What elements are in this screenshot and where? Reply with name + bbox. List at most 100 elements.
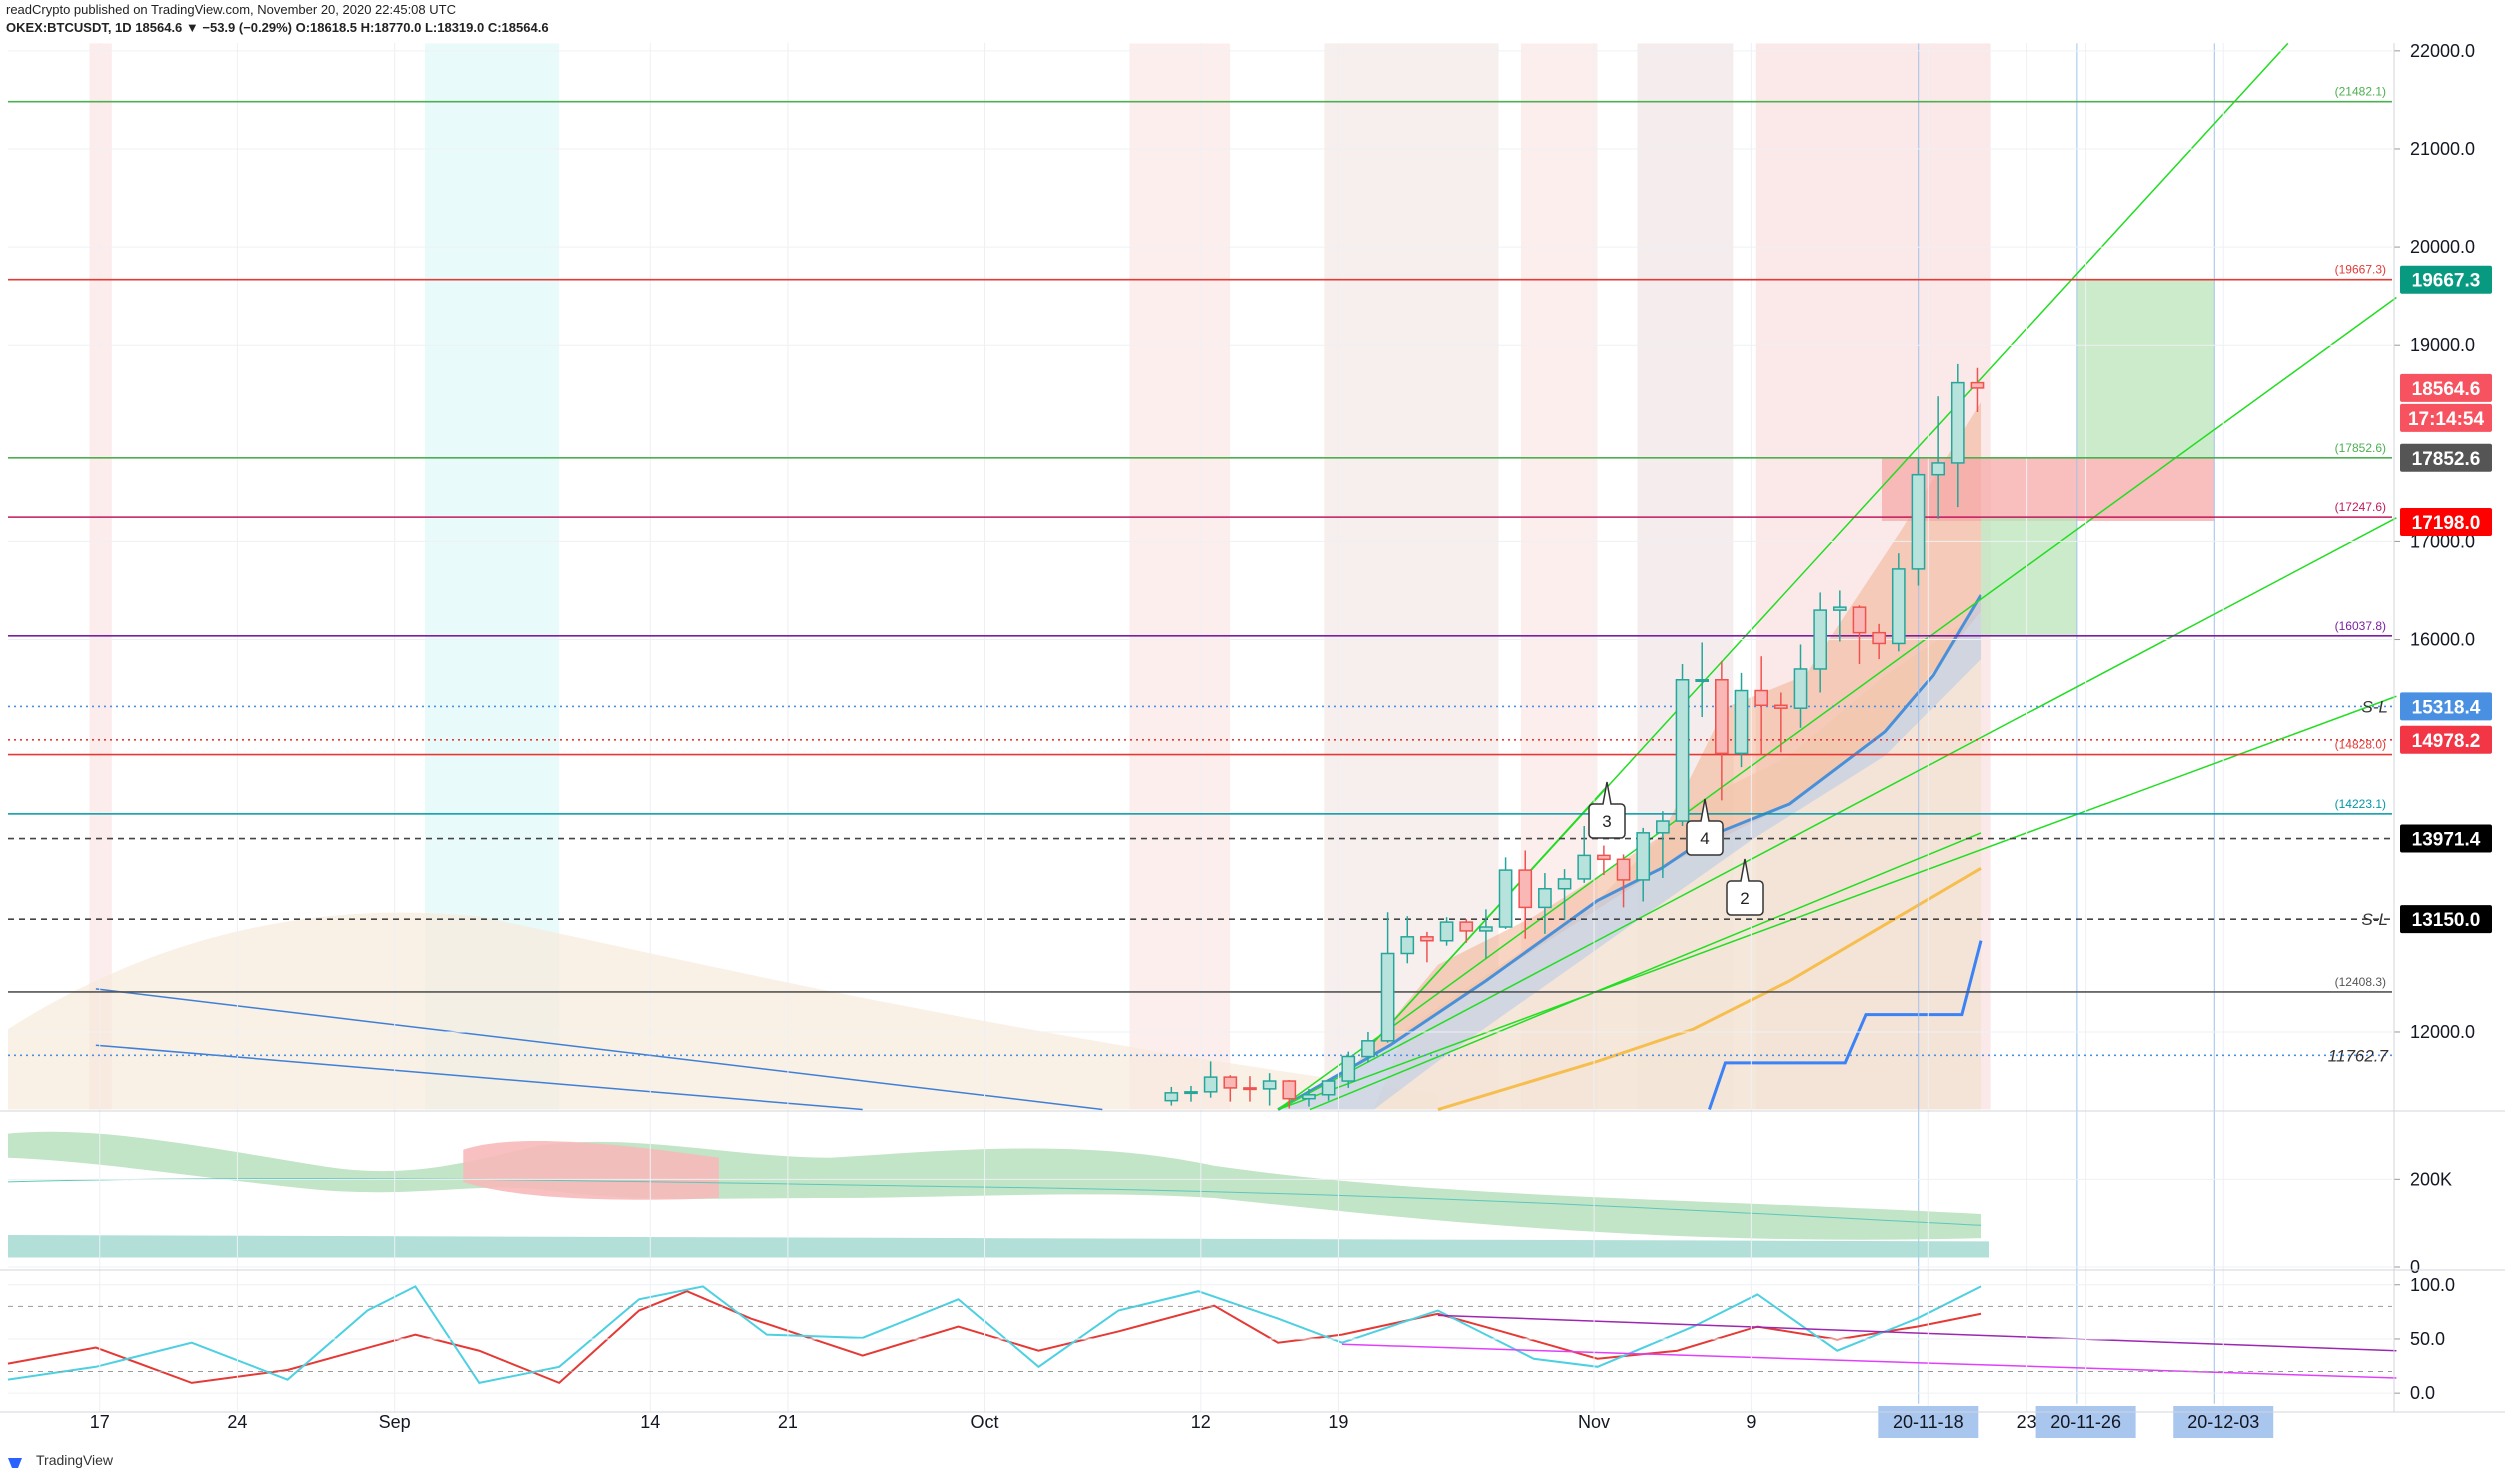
publisher: readCrypto published on TradingView.com,… (6, 2, 456, 17)
candle-body (1872, 631, 1886, 645)
candle-body (1636, 832, 1651, 881)
candle-body (1656, 820, 1670, 834)
candle-body (1538, 887, 1552, 909)
candle-body (1243, 1087, 1257, 1091)
wave-label: 4 (1700, 829, 1709, 848)
candle-body (1262, 1080, 1277, 1090)
y-tick-label: 22000.0 (2410, 41, 2475, 61)
x-tick-label: Oct (971, 1412, 999, 1432)
candle-body (1734, 689, 1749, 755)
fan-line (1278, 297, 2396, 1109)
x-tick-label: 20-12-03 (2187, 1412, 2259, 1432)
price-tag (2400, 373, 2492, 402)
price-tag-label: 17852.6 (2412, 449, 2481, 470)
y-tick-label: 0 (2410, 1257, 2420, 1277)
candle-body (1852, 606, 1867, 634)
level-label: (14223.1) (2335, 797, 2386, 811)
price-tag (2400, 265, 2492, 294)
y-tick-label: 12000.0 (2410, 1022, 2475, 1042)
candle-body (1479, 926, 1493, 932)
candle-body (1400, 936, 1415, 955)
fan-line (1374, 788, 1606, 1042)
price-tag (2400, 443, 2492, 472)
symbol-line: OKEX:BTCUSDT, 1D 18564.6 ▼ −53.9 (−0.29%… (6, 20, 549, 35)
ema-ribbon (1357, 402, 1982, 1062)
candle-body (1597, 854, 1611, 861)
x-tick-label: 23 (2017, 1412, 2037, 1432)
ma-line (1438, 868, 1981, 1109)
candle-body (1577, 854, 1592, 880)
countdown: 17:14:54 (2408, 409, 2484, 430)
candle-body (1832, 606, 1847, 611)
date-highlight (1878, 1406, 1979, 1438)
candle-body (1341, 1055, 1356, 1082)
candle-body (1439, 921, 1454, 942)
volume-bars (7, 1234, 1990, 1258)
candle-body (1754, 689, 1769, 707)
y-tick-label: 19000.0 (2410, 335, 2475, 355)
level-label: (17247.6) (2335, 500, 2386, 514)
x-tick-label: 9 (1746, 1412, 1756, 1432)
candle-body (1675, 679, 1690, 822)
level-label: (14828.0) (2335, 738, 2386, 752)
candle-body (1203, 1076, 1218, 1093)
candle-body (1223, 1076, 1238, 1089)
target-zone (1981, 516, 2077, 636)
session-band (1129, 43, 1231, 1110)
osc-line (8, 1286, 1981, 1382)
price-tag-label: 15318.4 (2412, 697, 2481, 718)
x-tick-label: 21 (778, 1412, 798, 1432)
x-tick-label: 19 (1328, 1412, 1348, 1432)
price-tag (2400, 725, 2492, 754)
y-tick-label: 100.0 (2410, 1275, 2455, 1295)
candle-body (1950, 381, 1965, 464)
wave-callout (1726, 858, 1764, 916)
wave-labels: 3 4 2 (1588, 781, 1764, 916)
candle-body (1911, 473, 1926, 570)
candle-body (1616, 858, 1631, 881)
candle-body (1518, 869, 1533, 909)
logo (8, 1458, 22, 1468)
trend-line (1342, 1344, 2396, 1378)
candle-body (1380, 952, 1395, 1042)
candle-body (1557, 878, 1572, 890)
wave-label: 3 (1602, 812, 1611, 831)
price-tag (2400, 824, 2492, 853)
candle-body (1813, 609, 1828, 670)
x-tick-label: 20-11-18 (1893, 1412, 1964, 1432)
candle-body (1321, 1080, 1336, 1096)
target-zone (2076, 279, 2215, 459)
level-label: (16037.8) (2335, 619, 2386, 633)
price-tags: 19667.3 18564.6 17:14:54 17852.6 17198.0 1531… (2400, 265, 2492, 934)
wave-callout (1686, 798, 1724, 856)
volume-cloud (463, 1140, 719, 1200)
level-label: (17852.6) (2335, 441, 2386, 455)
countdown-tag (2400, 403, 2492, 432)
level-label: (21482.1) (2335, 85, 2386, 99)
y-tick-label: 50.0 (2410, 1329, 2445, 1349)
x-tick-label: 17 (90, 1412, 110, 1432)
line-label: S-L (2362, 910, 2388, 929)
x-tick-label: 12 (1191, 1412, 1211, 1432)
price-tag (2400, 692, 2492, 721)
level-label: (12408.3) (2335, 975, 2386, 989)
level-label: (19667.3) (2335, 263, 2386, 277)
candle-body (1695, 679, 1710, 683)
session-band (1324, 43, 1499, 1110)
candle-body (1302, 1094, 1316, 1100)
candle-body (1361, 1040, 1375, 1058)
fan-line (1278, 696, 2396, 1109)
levels: (21482.1) (19667.3) (17852.6) (17247.6) (160… (8, 85, 2392, 1065)
trend-line (1438, 1315, 2397, 1350)
price-tag-label: 13150.0 (2412, 910, 2481, 931)
y-tick-label: 17000.0 (2410, 531, 2475, 551)
candle-body (1793, 668, 1808, 709)
candle-body (1282, 1080, 1297, 1100)
candle-body (1498, 869, 1513, 928)
x-tick-label: 20-11-26 (2050, 1412, 2121, 1432)
y-tick-label: 20000.0 (2410, 237, 2475, 257)
wave-callout (1588, 781, 1626, 839)
session-band (89, 43, 112, 1110)
